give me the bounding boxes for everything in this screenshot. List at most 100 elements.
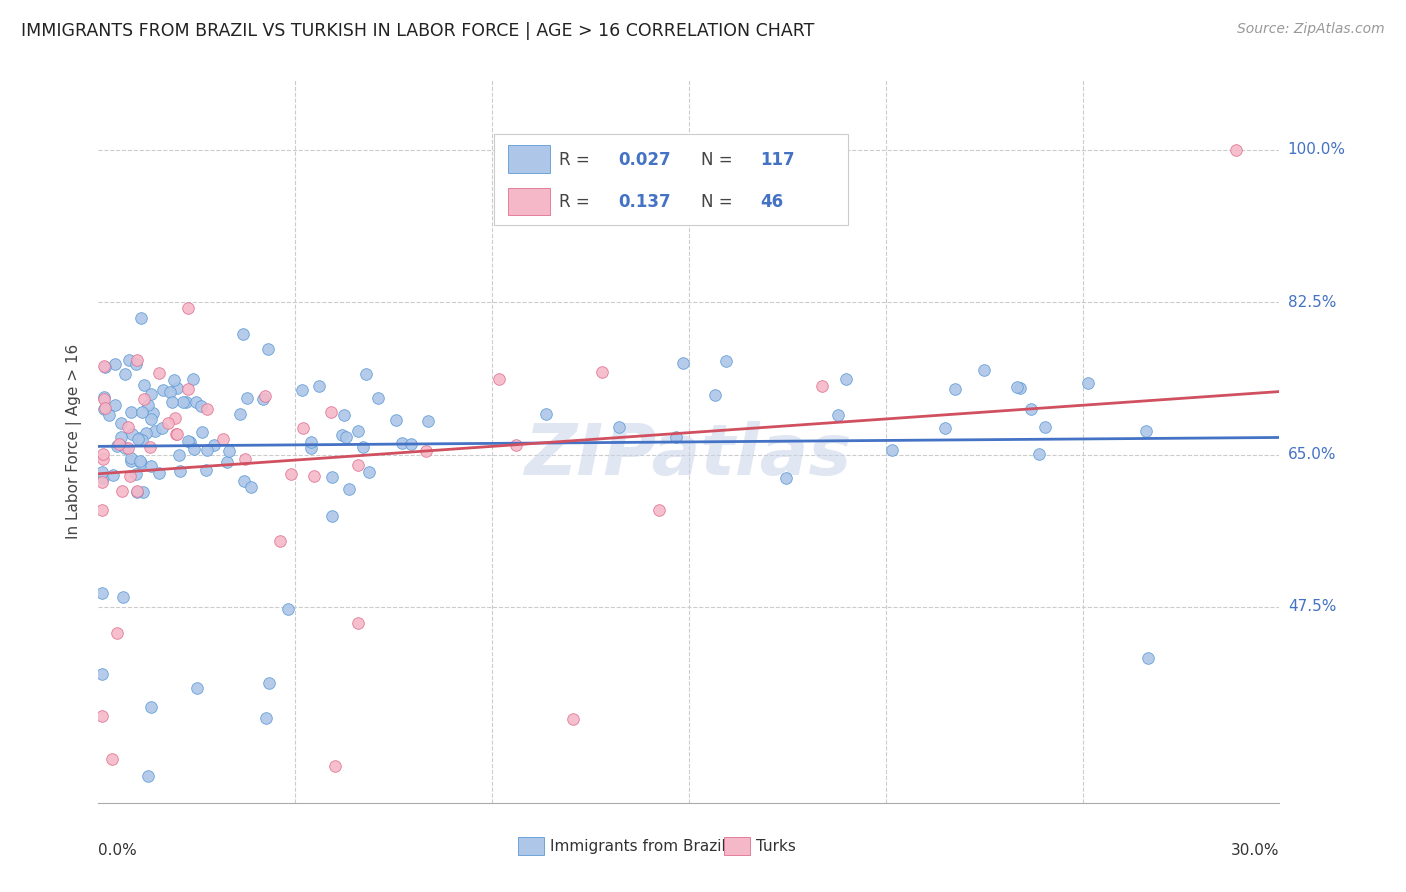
Point bbox=[127, 432, 149, 446]
Point bbox=[321, 470, 343, 484]
Text: 100.0%: 100.0% bbox=[1288, 143, 1346, 157]
Text: 117: 117 bbox=[759, 151, 794, 169]
Point bbox=[591, 365, 613, 379]
Point bbox=[347, 616, 370, 631]
Point bbox=[91, 586, 114, 600]
Point bbox=[177, 434, 200, 449]
Point bbox=[347, 424, 370, 438]
Point bbox=[150, 421, 173, 435]
Point bbox=[190, 399, 212, 413]
Point bbox=[304, 469, 326, 483]
Point bbox=[125, 352, 148, 367]
Point bbox=[114, 367, 136, 381]
Point bbox=[703, 388, 725, 402]
Point bbox=[111, 483, 134, 498]
Text: N =: N = bbox=[700, 151, 738, 169]
Point bbox=[218, 444, 240, 458]
Point bbox=[93, 446, 115, 460]
FancyBboxPatch shape bbox=[724, 838, 751, 855]
Point bbox=[1019, 402, 1042, 417]
Point bbox=[136, 769, 159, 783]
Point bbox=[488, 372, 510, 386]
Text: 47.5%: 47.5% bbox=[1288, 599, 1336, 615]
Point bbox=[352, 440, 374, 454]
Point bbox=[671, 356, 693, 370]
Point bbox=[93, 390, 115, 404]
Point bbox=[152, 384, 174, 398]
Point bbox=[505, 438, 527, 452]
Point bbox=[181, 372, 204, 386]
Point bbox=[240, 480, 263, 494]
Point bbox=[162, 395, 184, 409]
Point bbox=[811, 378, 834, 392]
Point bbox=[1137, 651, 1160, 665]
Point bbox=[880, 443, 903, 458]
Text: 0.137: 0.137 bbox=[619, 194, 671, 211]
Point bbox=[191, 425, 214, 439]
Point bbox=[183, 442, 205, 456]
Point bbox=[1077, 376, 1099, 390]
Text: ZIPatlas: ZIPatlas bbox=[526, 422, 852, 491]
Point bbox=[114, 441, 136, 455]
Point bbox=[354, 367, 377, 381]
Point bbox=[139, 699, 162, 714]
Point bbox=[714, 354, 737, 368]
Text: 0.027: 0.027 bbox=[619, 151, 671, 169]
Y-axis label: In Labor Force | Age > 16: In Labor Force | Age > 16 bbox=[66, 344, 83, 539]
Point bbox=[104, 357, 127, 371]
Point bbox=[135, 426, 157, 441]
Point bbox=[1010, 381, 1032, 395]
Point bbox=[125, 467, 148, 481]
Point bbox=[128, 431, 150, 445]
Point bbox=[391, 436, 413, 450]
Point bbox=[91, 470, 114, 484]
Point bbox=[125, 357, 148, 371]
Point bbox=[665, 430, 688, 444]
Point bbox=[120, 405, 142, 419]
Point bbox=[108, 437, 131, 451]
FancyBboxPatch shape bbox=[508, 145, 550, 173]
Point bbox=[93, 402, 115, 417]
Point bbox=[280, 467, 302, 481]
Point bbox=[110, 416, 132, 430]
Point bbox=[197, 401, 219, 416]
Point bbox=[1005, 380, 1028, 394]
Point bbox=[325, 759, 347, 773]
Point bbox=[120, 469, 142, 483]
Point bbox=[143, 424, 166, 438]
Point bbox=[834, 372, 856, 386]
Point bbox=[159, 384, 181, 399]
Point bbox=[253, 389, 276, 403]
Point bbox=[291, 383, 314, 397]
Point bbox=[202, 438, 225, 452]
Point bbox=[91, 475, 114, 490]
Text: R =: R = bbox=[560, 194, 595, 211]
Text: 82.5%: 82.5% bbox=[1288, 294, 1336, 310]
Point bbox=[973, 362, 995, 376]
Point bbox=[94, 401, 117, 415]
Point bbox=[346, 458, 368, 472]
Point bbox=[332, 408, 354, 422]
Point bbox=[607, 419, 630, 434]
Point bbox=[139, 458, 162, 473]
Point bbox=[91, 465, 114, 479]
Point bbox=[139, 440, 162, 454]
Point bbox=[217, 455, 239, 469]
Point bbox=[163, 373, 186, 387]
Point bbox=[934, 421, 956, 435]
Point bbox=[332, 428, 354, 442]
Point bbox=[186, 681, 208, 696]
Point bbox=[128, 454, 150, 468]
Text: IMMIGRANTS FROM BRAZIL VS TURKISH IN LABOR FORCE | AGE > 16 CORRELATION CHART: IMMIGRANTS FROM BRAZIL VS TURKISH IN LAB… bbox=[21, 22, 814, 40]
Point bbox=[943, 383, 966, 397]
Point bbox=[91, 451, 114, 466]
Point bbox=[177, 383, 200, 397]
Point bbox=[257, 343, 280, 357]
Point bbox=[335, 430, 357, 444]
Point bbox=[232, 326, 254, 341]
Point bbox=[1135, 425, 1157, 439]
Point bbox=[166, 381, 188, 395]
Point bbox=[105, 439, 128, 453]
Point bbox=[134, 378, 156, 392]
Point bbox=[385, 413, 408, 427]
